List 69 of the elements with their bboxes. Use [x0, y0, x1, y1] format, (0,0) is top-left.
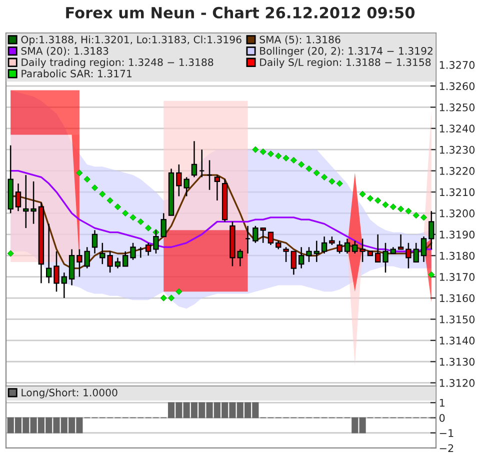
candlestick [352, 240, 358, 254]
candlestick [114, 257, 121, 269]
candlestick [76, 248, 82, 278]
y-tick-label: 1.3260 [440, 82, 475, 90]
y-tick-label: 1.3200 [440, 209, 475, 218]
y-tick-label: −2 [440, 444, 454, 452]
candlestick [130, 242, 136, 260]
candlestick [298, 246, 304, 269]
legend-label: SMA (5): 1.3186 [260, 36, 340, 45]
y-tick-label: 1.3220 [440, 167, 475, 175]
y-tick-label: 1.3150 [440, 315, 475, 324]
candlestick [199, 148, 205, 178]
candlestick [406, 242, 412, 269]
candlestick [244, 225, 251, 254]
candlestick [15, 182, 22, 212]
y-tick-label: 1.3140 [440, 336, 475, 345]
legend-label: Op:1.3188, Hi:1.3201, Lo:1.3183, Cl:1.3196 [21, 36, 242, 46]
candlestick [54, 250, 60, 292]
y-tick-label: 1.3160 [440, 294, 475, 302]
y-tick-label: 1.3230 [440, 146, 475, 154]
candlestick [344, 238, 350, 254]
candlestick [122, 250, 128, 267]
y-tick-label: 0 [439, 414, 445, 422]
y-tick-label: 1 [440, 398, 444, 407]
candlestick [420, 236, 427, 263]
candlestick [30, 180, 36, 224]
candlestick [336, 240, 342, 254]
candlestick [428, 210, 434, 250]
candlestick [160, 212, 166, 238]
legend-label: Parabolic SAR: 1.3171 [22, 70, 132, 78]
legend-label: Daily S/L region: 1.3188 − 1.3158 [260, 58, 431, 68]
candlestick [61, 272, 67, 299]
y-tick-label: 1.3120 [440, 379, 475, 387]
candlestick [360, 238, 366, 263]
candlestick [191, 140, 198, 178]
candlestick [84, 246, 90, 269]
y-tick-label: −1 [440, 429, 454, 437]
candlestick [321, 236, 328, 254]
candlestick [382, 242, 388, 274]
y-tick-label: 1.3250 [440, 103, 475, 112]
legend-label: Long/Short: 1.0000 [22, 388, 118, 398]
legend-label: Bollinger (20, 2): 1.3174 − 1.3192 [260, 46, 432, 57]
candlestick [206, 160, 212, 191]
candlestick [214, 174, 220, 202]
y-tick-label: 1.3270 [440, 61, 475, 69]
legend-label: Daily trading region: 1.3248 − 1.3188 [22, 58, 214, 68]
candlestick [68, 248, 75, 286]
y-tick-label: 1.3240 [440, 124, 475, 133]
candlestick [314, 240, 320, 263]
candlestick [283, 246, 289, 263]
candlestick [237, 248, 243, 267]
candlestick [398, 234, 404, 250]
candlestick [138, 246, 144, 258]
candlestick [92, 230, 98, 254]
candlestick [23, 174, 29, 229]
candlestick [46, 223, 52, 284]
candlestick [290, 250, 297, 276]
y-tick-label: 1.3130 [440, 358, 475, 366]
candlestick [306, 246, 312, 263]
y-tick-label: 1.3190 [440, 230, 475, 239]
y-tick-label: 1.3170 [440, 273, 475, 281]
chart-title: Forex um Neun - Chart 26.12.2012 09:50 [66, 6, 415, 18]
y-tick-label: 1.3210 [440, 188, 475, 196]
candlestick [145, 242, 152, 256]
legend-label: SMA (20): 1.3183 [21, 46, 108, 56]
candlestick [413, 242, 419, 263]
y-tick-label: 1.3180 [440, 252, 475, 260]
candlestick [375, 234, 381, 263]
candlestick [268, 232, 274, 246]
